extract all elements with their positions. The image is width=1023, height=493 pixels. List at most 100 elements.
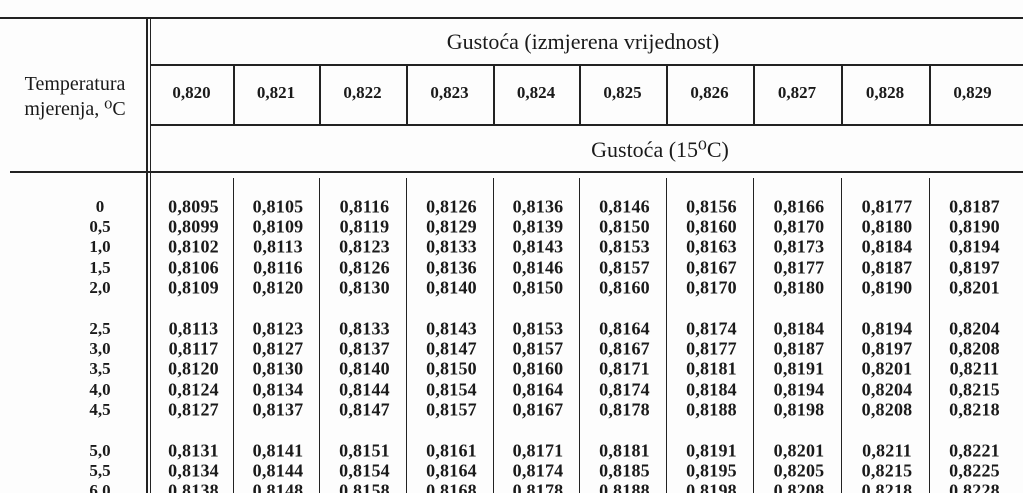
density-15c-header: Gustoća (15⁰C) [591,137,729,162]
column-rule [233,66,235,124]
density-value: 0,8164 [512,379,564,400]
density-value: 0,8120 [252,277,304,298]
temperature-header-line: mjerenja, ⁰C [24,98,126,120]
column-header: 0,820 [172,83,211,102]
density-value: 0,8134 [168,460,219,481]
density-value: 0,8168 [426,480,477,493]
density-value: 0,8181 [686,358,737,379]
temperature-header: Temperatura mjerenja, ⁰C [24,72,125,122]
density-value: 0,8127 [168,399,219,420]
density-value: 0,8178 [599,399,650,420]
density-value: 0,8144 [339,379,390,400]
density-value: 0,8188 [599,480,650,493]
density-value: 0,8147 [339,399,390,420]
column-header: 0,825 [603,83,642,102]
density-value: 0,8197 [861,338,913,359]
density-value: 0,8141 [252,440,304,461]
rule [150,17,151,493]
density-value: 0,8163 [686,236,737,257]
density-value: 0,8178 [512,480,564,493]
column-rule [753,66,755,124]
density-value: 0,8184 [773,318,825,339]
density-value: 0,8113 [168,318,219,339]
density-value: 0,8154 [426,379,477,400]
density-value: 0,8184 [686,379,737,400]
column-rule [493,66,495,124]
density-value: 0,8095 [168,196,219,217]
density-value: 0,8113 [253,236,303,257]
temperature: 4,0 [89,379,111,399]
column-rule [929,178,930,493]
density-value: 0,8208 [949,338,1000,359]
density-value: 0,8190 [949,216,1000,237]
density-value: 0,8194 [773,379,825,400]
density-value: 0,8130 [252,358,304,379]
temperature-header-line: Temperatura [24,73,126,95]
density-value: 0,8119 [339,216,390,237]
density-value: 0,8173 [773,236,825,257]
density-value: 0,8174 [686,318,737,339]
rule [0,17,1023,19]
density-value: 0,8126 [426,196,477,217]
density-value: 0,8198 [773,399,825,420]
density-value: 0,8218 [861,480,913,493]
density-value: 0,8215 [949,379,1000,400]
density-value: 0,8156 [686,196,737,217]
density-value: 0,8105 [252,196,304,217]
density-value: 0,8144 [252,460,304,481]
temperature: 1,0 [89,237,111,257]
rule [10,171,1023,173]
density-value: 0,8140 [426,277,477,298]
density-value: 0,8138 [168,480,219,493]
density-value: 0,8102 [168,236,219,257]
density-value: 0,8171 [599,358,650,379]
density-value: 0,8161 [426,440,477,461]
density-value: 0,8177 [686,338,737,359]
density-value: 0,8191 [686,440,737,461]
density-value: 0,8099 [168,216,219,237]
temperature: 2,5 [89,319,111,338]
density-value: 0,8136 [512,196,564,217]
density-value: 0,8201 [949,277,1000,298]
density-value: 0,8137 [252,399,304,420]
column-rule [406,178,407,493]
density-value: 0,8211 [949,358,1000,379]
density-value: 0,8190 [861,277,913,298]
density-value: 0,8150 [599,216,650,237]
density-value: 0,8205 [773,460,825,481]
density-value: 0,8151 [339,440,390,461]
column-header: 0,826 [690,83,729,102]
column-rule [666,178,667,493]
density-value: 0,8167 [599,338,650,359]
density-value: 0,8188 [686,399,737,420]
density-value: 0,8187 [773,338,825,359]
density-value: 0,8123 [339,236,390,257]
density-value: 0,8120 [168,358,219,379]
density-value: 0,8194 [861,318,913,339]
density-value: 0,8133 [426,236,477,257]
density-value: 0,8174 [512,460,564,481]
density-value: 0,8208 [773,480,825,493]
temperature: 3,5 [89,359,111,379]
density-value: 0,8160 [599,277,650,298]
density-value: 0,8174 [599,379,650,400]
density-value: 0,8195 [686,460,737,481]
density-value: 0,8201 [773,440,825,461]
density-value: 0,8198 [686,480,737,493]
density-value: 0,8181 [599,440,650,461]
density-value: 0,8187 [861,257,913,278]
column-rule [233,178,234,493]
column-rule [406,66,408,124]
density-value: 0,8160 [512,358,564,379]
temperature: 0,5 [89,217,111,237]
density-value: 0,8211 [862,440,912,461]
density-value: 0,8154 [339,460,390,481]
temperature: 5,5 [89,461,111,481]
density-value: 0,8208 [861,399,913,420]
column-rule [319,66,321,124]
density-value: 0,8147 [426,338,477,359]
density-value: 0,8146 [599,196,650,217]
column-rule [753,178,754,493]
density-value: 0,8157 [599,257,650,278]
